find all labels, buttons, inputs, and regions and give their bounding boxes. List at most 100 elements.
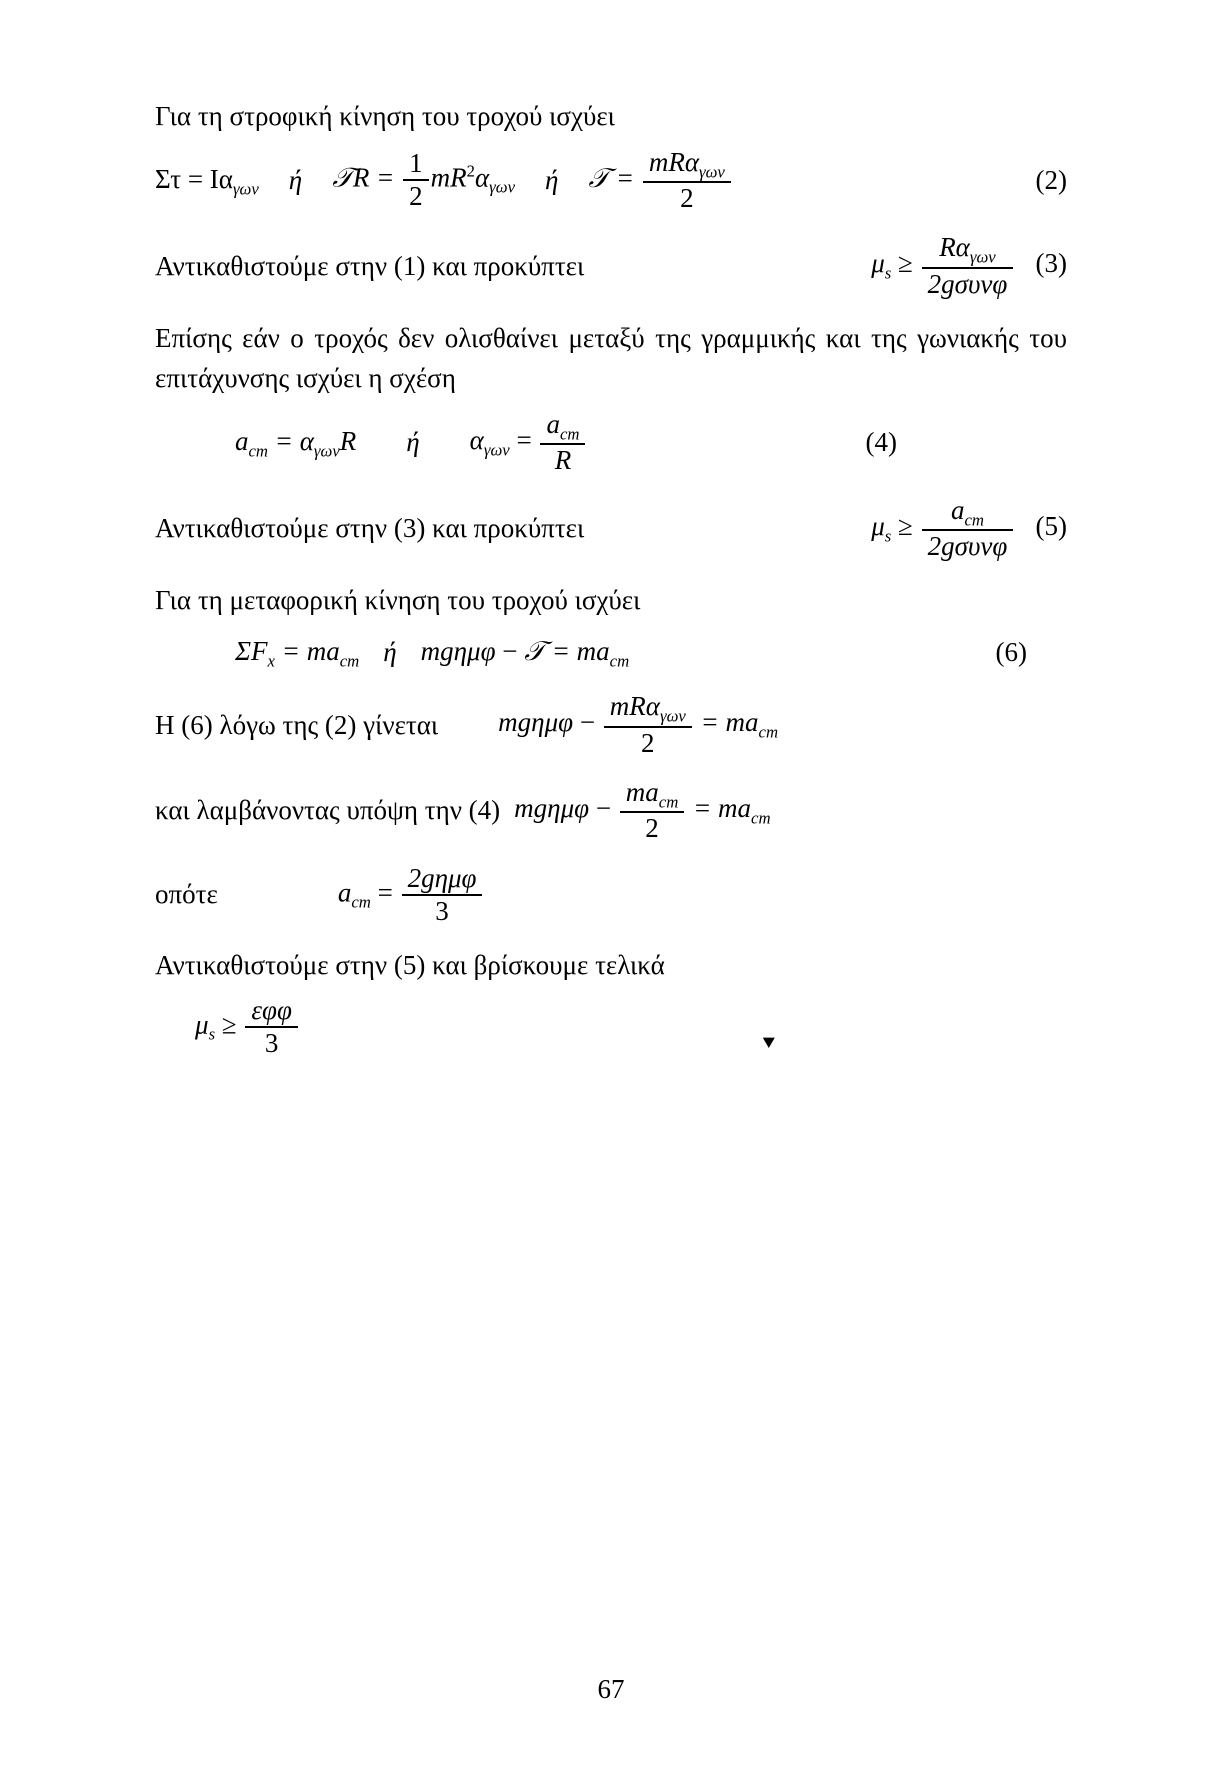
sub-gwn-1: γων <box>233 179 259 198</box>
script-t-2: 𝒯 <box>588 163 609 193</box>
R-sym: R <box>340 426 357 456</box>
den-2gsyn-1: 2gσυνφ <box>922 269 1014 300</box>
Ra-num-text: Rα <box>939 232 970 262</box>
frac-macm-num: macm <box>620 777 685 814</box>
sub-x: x <box>268 651 275 670</box>
or-3: ή <box>406 422 419 463</box>
frac-half: 1 2 <box>403 148 429 212</box>
eq-ma-3: = ma <box>701 707 759 737</box>
mgeta-1: mgημφ <box>421 636 496 666</box>
final-eq-row: μs ≥ εφφ 3 <box>155 995 1067 1059</box>
mRa-num-text: mRα <box>649 147 699 177</box>
eq4-part2: αγων = acm R <box>470 409 588 477</box>
frac-Ra-2gsyn: Rαγων 2gσυνφ <box>922 232 1014 300</box>
geq-2: ≥ <box>898 511 913 541</box>
sub-cm-8: cm <box>751 808 771 827</box>
eq6-sub-math: mgημφ − mRαγων 2 = macm <box>498 691 778 759</box>
sub-cm-6: cm <box>759 723 779 742</box>
eq-ma-1: = ma <box>275 636 340 666</box>
eq2-part3: 𝒯 = mRαγων 2 <box>588 147 732 215</box>
paragraph-7a: και λαμβάνοντας υπόψη την (4) <box>155 790 500 831</box>
eq4-sub-row: και λαμβάνοντας υπόψη την (4) mgημφ − ma… <box>155 777 1067 845</box>
alpha-1: α <box>475 163 489 193</box>
geq-3: ≥ <box>222 1009 237 1039</box>
frac-acm2-num: acm <box>922 495 1014 532</box>
eq-ma-2: = ma <box>545 636 610 666</box>
eq4-part1: acm = αγωνR <box>235 421 356 463</box>
mu-3: μ <box>195 1009 209 1039</box>
eq-label-6: (6) <box>996 632 1067 673</box>
frac-acm-R: acm R <box>540 409 585 477</box>
acm-1: a <box>235 426 249 456</box>
equation-6-row: ΣFx = macm ή mgημφ − 𝒯 = macm (6) <box>155 631 1067 673</box>
eq6-part1: ΣFx = macm <box>235 631 359 673</box>
frac-2geta-3: 2gημφ 3 <box>402 863 483 927</box>
frac-macm-2: macm 2 <box>620 777 685 845</box>
mgeta-2: mgημφ <box>498 707 573 737</box>
sub-cm-4: cm <box>340 651 360 670</box>
sigmaFx: ΣF <box>235 636 268 666</box>
alpha-2: α <box>470 425 484 455</box>
script-t-1: 𝒯 <box>332 163 353 193</box>
frac-mRa-2: mRαγων 2 <box>643 147 731 215</box>
frac-Ra-num: Rαγων <box>922 232 1014 269</box>
final-eq-math: μs ≥ εφφ 3 <box>195 995 300 1059</box>
equation-5-row: Αντικαθιστούμε στην (3) και προκύπτει μs… <box>155 495 1067 563</box>
acm-result-math: acm = 2gημφ 3 <box>338 863 485 927</box>
sub-gwn-6: γων <box>484 440 510 459</box>
mRa-num-text-b: mRα <box>610 691 660 721</box>
stray-mark-icon: ⯆ <box>760 1027 778 1060</box>
acm-num-text: a <box>546 409 560 439</box>
geq-1: ≥ <box>898 248 913 278</box>
sub-s-1: s <box>885 264 892 283</box>
eq-label-4: (4) <box>866 422 1067 463</box>
sub-gwn-4: γων <box>970 248 996 267</box>
sub-s-3: s <box>209 1025 216 1044</box>
sub-gwn-5: γων <box>314 442 340 461</box>
tr-eq-left: R = <box>353 163 394 193</box>
frac-mRa-den: 2 <box>643 183 731 214</box>
ma-num-text: ma <box>626 777 659 807</box>
frac-2geta-den: 3 <box>402 896 483 927</box>
sub-cm-3: cm <box>964 510 984 529</box>
eq-label-5: (5) <box>1036 511 1067 541</box>
sub-s-2: s <box>885 526 892 545</box>
paragraph-6a: Η (6) λόγω της (2) γίνεται <box>155 705 438 746</box>
eq2-part2: 𝒯R = 1 2 mR2αγων <box>332 148 515 212</box>
equation-4-row: acm = αγωνR ή αγων = acm R (4) <box>155 409 1067 477</box>
eq4-sub-math: mgημφ − macm 2 = macm <box>514 777 770 845</box>
sub-cm-7: cm <box>659 792 679 811</box>
sub-gwn-7: γων <box>660 707 686 726</box>
frac-acm-den: R <box>540 445 585 476</box>
sub-gwn-3: γων <box>699 162 725 181</box>
frac-acm-num: acm <box>540 409 585 446</box>
frac-ephphi-3: εφφ 3 <box>245 995 298 1059</box>
sub-gwn-2: γων <box>489 178 515 197</box>
paragraph-3: Επίσης εάν ο τροχός δεν ολισθαίνει μεταξ… <box>155 318 1067 399</box>
acm-result-row: οπότε acm = 2gημφ 3 <box>155 863 1067 927</box>
frac-eph-num: εφφ <box>245 995 298 1028</box>
eq6-sub-row: Η (6) λόγω της (2) γίνεται mgημφ − mRαγω… <box>155 691 1067 759</box>
acm-2: a <box>951 495 965 525</box>
eq6-part2: mgημφ − 𝒯 = macm <box>421 631 630 673</box>
script-t-3: 𝒯 <box>524 636 545 666</box>
den-2gsyn-2: 2gσυνφ <box>922 531 1014 562</box>
equation-2-math: Στ = Iαγων ή 𝒯R = 1 2 mR2αγων ή 𝒯 = mRαγ… <box>155 147 733 215</box>
eq2-part1: Στ = Iαγων <box>155 159 259 201</box>
sigma-tau-eq: Στ = Iα <box>155 164 233 194</box>
or-4: ή <box>383 632 396 673</box>
frac-2geta-num: 2gημφ <box>402 863 483 896</box>
equation-3-row: Αντικαθιστούμε στην (1) και προκύπτει μs… <box>155 232 1067 300</box>
eq5-math: μs ≥ acm 2gσυνφ (5) <box>871 495 1067 563</box>
eq-ma-4: = ma <box>693 793 751 823</box>
eq3-math: μs ≥ Rαγων 2gσυνφ (3) <box>871 232 1067 300</box>
sub-cm-9: cm <box>351 892 371 911</box>
or-1: ή <box>289 160 302 201</box>
eq-aR: = α <box>268 426 314 456</box>
paragraph-5: Για τη μεταφορική κίνηση του τροχού ισχύ… <box>155 580 1067 621</box>
frac-mRa-num: mRαγων <box>643 147 731 184</box>
t-eq: = <box>609 163 634 193</box>
frac-macm-den: 2 <box>620 813 685 844</box>
mgeta-3: mgημφ <box>514 793 589 823</box>
frac-half-num: 1 <box>403 148 429 181</box>
